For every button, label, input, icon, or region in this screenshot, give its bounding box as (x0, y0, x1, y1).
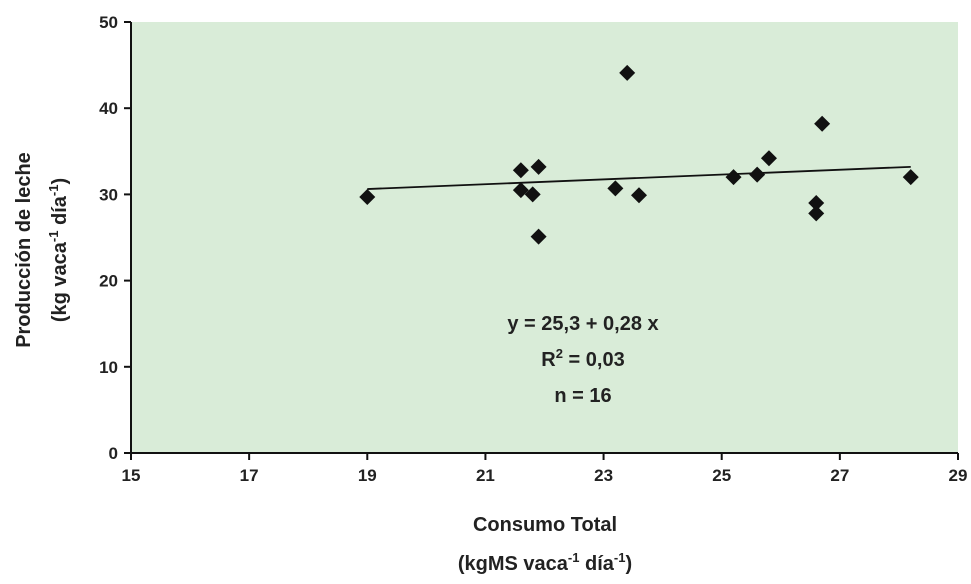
data-point (530, 158, 547, 175)
data-point (607, 180, 624, 197)
data-point (359, 188, 376, 205)
n-label: n = 16 (554, 385, 611, 407)
y-axis-title-line2: (kg vaca-1 día-1) (46, 178, 71, 322)
x-tick-label: 23 (594, 466, 613, 485)
x-tick-label: 17 (240, 466, 259, 485)
r-squared-label: R2 = 0,03 (541, 346, 624, 371)
x-tick-label: 21 (476, 466, 495, 485)
y-tick-label: 30 (99, 185, 118, 204)
regression-annotation: y = 25,3 + 0,28 x R2 = 0,03 n = 16 (507, 313, 658, 407)
x-tick-label: 27 (830, 466, 849, 485)
data-point (902, 169, 919, 186)
x-axis-title-line2: (kgMS vaca-1 día-1) (458, 550, 632, 575)
y-tick-label: 0 (109, 444, 118, 463)
y-axis-ticks: 0 10 20 30 40 50 (99, 13, 131, 463)
data-point (530, 228, 547, 245)
data-point (814, 115, 831, 132)
data-point (512, 182, 529, 199)
data-points (359, 64, 919, 245)
x-axis-ticks: 15 17 19 21 23 25 27 29 (122, 453, 968, 485)
data-point (619, 64, 636, 81)
data-point (760, 150, 777, 167)
y-tick-label: 10 (99, 358, 118, 377)
x-tick-label: 25 (712, 466, 731, 485)
y-axis-title: Producción de leche (kg vaca-1 día-1) (13, 152, 71, 348)
x-tick-label: 15 (122, 466, 141, 485)
y-tick-label: 20 (99, 272, 118, 291)
data-point (524, 186, 541, 203)
data-point (808, 195, 825, 212)
y-tick-label: 50 (99, 13, 118, 32)
y-axis-title-line1: Producción de leche (13, 152, 35, 348)
y-tick-label: 40 (99, 99, 118, 118)
data-point (631, 187, 648, 204)
x-tick-label: 19 (358, 466, 377, 485)
data-point (512, 162, 529, 179)
trendline (367, 165, 911, 190)
data-point (808, 205, 825, 222)
x-axis-title-line1: Consumo Total (473, 514, 617, 536)
data-point (725, 169, 742, 186)
x-tick-label: 29 (949, 466, 968, 485)
equation-label: y = 25,3 + 0,28 x (507, 313, 658, 335)
data-point (749, 166, 766, 183)
